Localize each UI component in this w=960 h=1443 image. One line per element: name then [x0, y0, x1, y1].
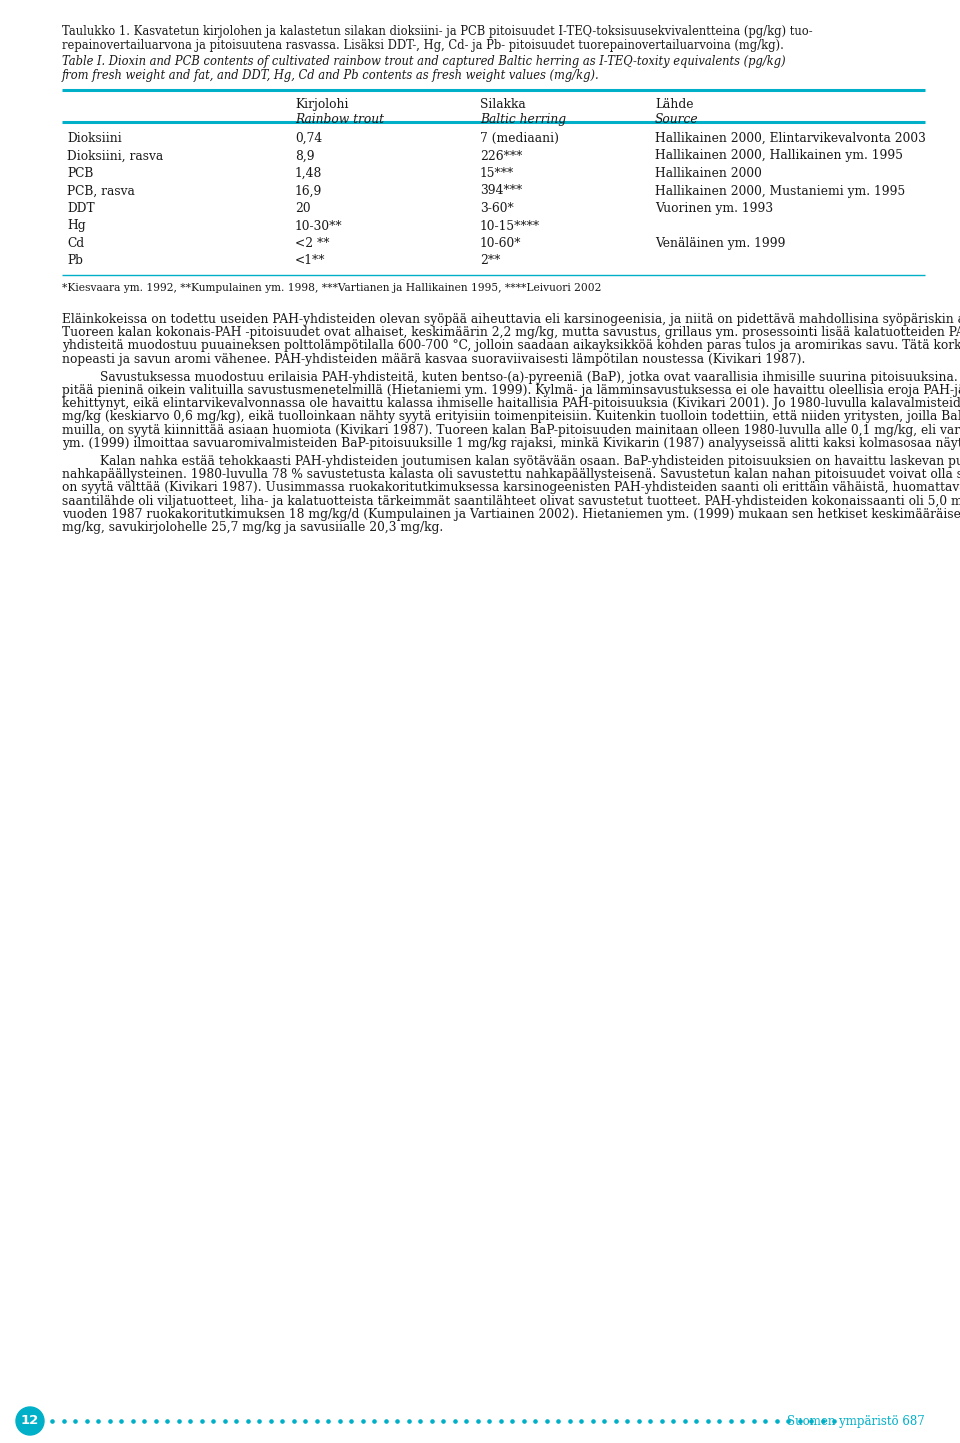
Text: PCB, rasva: PCB, rasva: [67, 185, 134, 198]
Text: Source: Source: [655, 113, 699, 126]
Text: 12: 12: [21, 1414, 39, 1427]
Text: 2**: 2**: [480, 254, 500, 267]
Text: PCB: PCB: [67, 167, 93, 180]
Text: Hallikainen 2000, Elintarvikevalvonta 2003: Hallikainen 2000, Elintarvikevalvonta 20…: [655, 131, 925, 144]
Text: Taulukko 1. Kasvatetun kirjolohen ja kalastetun silakan dioksiini- ja PCB pitois: Taulukko 1. Kasvatetun kirjolohen ja kal…: [62, 25, 812, 38]
Text: 1,48: 1,48: [295, 167, 323, 180]
Text: ym. (1999) ilmoittaa savuaromivalmisteiden BaP-pitoisuuksille 1 mg/kg rajaksi, m: ym. (1999) ilmoittaa savuaromivalmisteid…: [62, 437, 960, 450]
Text: DDT: DDT: [67, 202, 95, 215]
Text: from fresh weight and fat, and DDT, Hg, Cd and Pb contents as fresh weight value: from fresh weight and fat, and DDT, Hg, …: [62, 69, 600, 82]
Text: Dioksiini: Dioksiini: [67, 131, 122, 144]
Text: Eläinkokeissa on todettu useiden PAH-yhdisteiden olevan syöpää aiheuttavia eli k: Eläinkokeissa on todettu useiden PAH-yhd…: [62, 313, 960, 326]
Text: Dioksiini, rasva: Dioksiini, rasva: [67, 150, 163, 163]
Text: Table I. Dioxin and PCB contents of cultivated rainbow trout and captured Baltic: Table I. Dioxin and PCB contents of cult…: [62, 55, 785, 68]
Text: Hallikainen 2000, Mustaniemi ym. 1995: Hallikainen 2000, Mustaniemi ym. 1995: [655, 185, 905, 198]
Text: yhdisteitä muodostuu puuaineksen polttolämpötilalla 600-700 °C, jolloin saadaan : yhdisteitä muodostuu puuaineksen polttol…: [62, 339, 960, 352]
Text: Hallikainen 2000, Hallikainen ym. 1995: Hallikainen 2000, Hallikainen ym. 1995: [655, 150, 903, 163]
Text: Cd: Cd: [67, 237, 84, 250]
Text: 3-60*: 3-60*: [480, 202, 514, 215]
Text: <1**: <1**: [295, 254, 325, 267]
Text: Pb: Pb: [67, 254, 83, 267]
Text: 10-60*: 10-60*: [480, 237, 521, 250]
Text: Vuorinen ym. 1993: Vuorinen ym. 1993: [655, 202, 773, 215]
Text: kehittynyt, eikä elintarvikevalvonnassa ole havaittu kalassa ihmiselle haitallis: kehittynyt, eikä elintarvikevalvonnassa …: [62, 397, 960, 410]
Text: 0,74: 0,74: [295, 131, 323, 144]
Text: 226***: 226***: [480, 150, 522, 163]
Text: <2 **: <2 **: [295, 237, 329, 250]
Text: mg/kg (keskiarvo 0,6 mg/kg), eikä tuolloinkaan nähty syytä erityisiin toimenpite: mg/kg (keskiarvo 0,6 mg/kg), eikä tuollo…: [62, 410, 960, 423]
Text: Lähde: Lähde: [655, 98, 693, 111]
Text: muilla, on syytä kiinnittää asiaan huomiota (Kivikari 1987). Tuoreen kalan BaP-p: muilla, on syytä kiinnittää asiaan huomi…: [62, 424, 960, 437]
Text: saantilähde oli viljatuotteet, liha- ja kalatuotteista tärkeimmät saantilähteet : saantilähde oli viljatuotteet, liha- ja …: [62, 495, 960, 508]
Text: pitää pieninä oikein valituilla savustusmenetelmillä (Hietaniemi ym. 1999). Kylm: pitää pieninä oikein valituilla savustus…: [62, 384, 960, 397]
Text: Baltic herring: Baltic herring: [480, 113, 566, 126]
Text: mg/kg, savukirjolohelle 25,7 mg/kg ja savusiialle 20,3 mg/kg.: mg/kg, savukirjolohelle 25,7 mg/kg ja sa…: [62, 521, 444, 534]
Text: on syytä välttää (Kivikari 1987). Uusimmassa ruokakoritutkimuksessa karsinogeeni: on syytä välttää (Kivikari 1987). Uusimm…: [62, 482, 960, 495]
Text: *Kiesvaara ym. 1992, **Kumpulainen ym. 1998, ***Vartianen ja Hallikainen 1995, *: *Kiesvaara ym. 1992, **Kumpulainen ym. 1…: [62, 283, 601, 293]
Text: Silakka: Silakka: [480, 98, 526, 111]
Text: nopeasti ja savun aromi vähenee. PAH-yhdisteiden määrä kasvaa suoraviivaisesti l: nopeasti ja savun aromi vähenee. PAH-yhd…: [62, 352, 805, 365]
Text: 20: 20: [295, 202, 311, 215]
Text: 16,9: 16,9: [295, 185, 323, 198]
Text: Suomen ympäristö 687: Suomen ympäristö 687: [787, 1414, 925, 1427]
Text: 10-15****: 10-15****: [480, 219, 540, 232]
Text: Hallikainen 2000: Hallikainen 2000: [655, 167, 762, 180]
Text: Venäläinen ym. 1999: Venäläinen ym. 1999: [655, 237, 785, 250]
Text: 15***: 15***: [480, 167, 515, 180]
Text: 8,9: 8,9: [295, 150, 315, 163]
Circle shape: [16, 1407, 44, 1434]
Text: Rainbow trout: Rainbow trout: [295, 113, 384, 126]
Text: Tuoreen kalan kokonais-PAH -pitoisuudet ovat alhaiset, keskimäärin 2,2 mg/kg, mu: Tuoreen kalan kokonais-PAH -pitoisuudet …: [62, 326, 960, 339]
Text: 10-30**: 10-30**: [295, 219, 343, 232]
Text: repainovertailuarvona ja pitoisuutena rasvassa. Lisäksi DDT-, Hg, Cd- ja Pb- pit: repainovertailuarvona ja pitoisuutena ra…: [62, 39, 784, 52]
Text: Hg: Hg: [67, 219, 85, 232]
Text: nahkapäällysteinen. 1980-luvulla 78 % savustetusta kalasta oli savustettu nahkap: nahkapäällysteinen. 1980-luvulla 78 % sa…: [62, 468, 960, 481]
Text: Kalan nahka estää tehokkaasti PAH-yhdisteiden joutumisen kalan syötävään osaan. : Kalan nahka estää tehokkaasti PAH-yhdist…: [100, 455, 960, 468]
Text: Kirjolohi: Kirjolohi: [295, 98, 348, 111]
Text: 7 (mediaani): 7 (mediaani): [480, 131, 559, 144]
Text: 394***: 394***: [480, 185, 522, 198]
Text: Savustuksessa muodostuu erilaisia PAH-yhdisteitä, kuten bentso-(a)-pyreeniä (BaP: Savustuksessa muodostuu erilaisia PAH-yh…: [100, 371, 960, 384]
Text: vuoden 1987 ruokakoritutkimuksen 18 mg/kg/d (Kumpulainen ja Vartiainen 2002). Hi: vuoden 1987 ruokakoritutkimuksen 18 mg/k…: [62, 508, 960, 521]
